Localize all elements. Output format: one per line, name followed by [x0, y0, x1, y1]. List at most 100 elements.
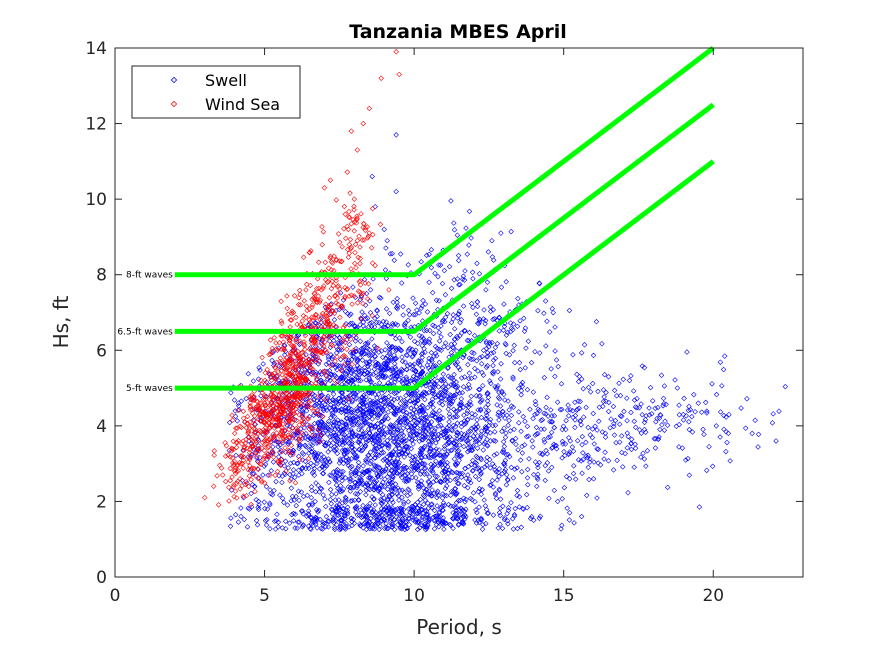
- swell-point: [445, 373, 452, 380]
- swell-point: [391, 360, 398, 367]
- y-tick-label: 2: [96, 492, 107, 512]
- wind-sea-point: [358, 294, 364, 301]
- swell-point: [448, 319, 455, 326]
- swell-point: [472, 462, 478, 469]
- swell-point: [420, 409, 427, 415]
- swell-point: [572, 417, 578, 423]
- swell-point: [473, 426, 479, 432]
- wind-sea-point: [289, 372, 295, 379]
- swell-point: [499, 388, 505, 394]
- swell-point: [519, 450, 526, 456]
- swell-point: [483, 287, 489, 293]
- swell-point: [382, 347, 388, 353]
- swell-point: [446, 423, 452, 429]
- swell-point: [376, 444, 383, 450]
- swell-point: [337, 517, 343, 524]
- swell-point: [551, 487, 558, 494]
- swell-point: [383, 362, 389, 368]
- swell-point: [373, 319, 380, 326]
- swell-point: [295, 332, 302, 339]
- swell-point: [535, 464, 541, 471]
- swell-point: [617, 421, 623, 427]
- swell-point: [782, 383, 789, 390]
- swell-point: [313, 334, 320, 340]
- swell-point: [349, 421, 355, 428]
- swell-point: [326, 367, 333, 374]
- swell-point: [394, 470, 400, 476]
- swell-point: [309, 500, 316, 507]
- swell-point: [505, 477, 511, 483]
- swell-point: [331, 433, 337, 439]
- swell-point: [257, 367, 263, 373]
- swell-point: [371, 437, 378, 443]
- wind-sea-point: [313, 315, 319, 321]
- swell-point: [479, 526, 486, 532]
- swell-point: [496, 396, 503, 402]
- swell-point: [528, 359, 535, 366]
- wind-sea-point: [240, 457, 247, 464]
- swell-point: [487, 304, 494, 310]
- swell-point: [436, 447, 442, 453]
- swell-point: [396, 449, 402, 455]
- swell-point: [309, 514, 315, 521]
- wind-sea-point: [235, 407, 241, 413]
- swell-point: [325, 393, 331, 399]
- swell-point: [596, 418, 602, 425]
- threshold-label-6-5-ft-waves: 6.5-ft waves: [117, 327, 173, 337]
- swell-point: [367, 486, 373, 493]
- swell-point: [363, 359, 370, 365]
- swell-point: [755, 431, 762, 438]
- swell-point: [498, 361, 504, 367]
- wind-sea-point: [351, 293, 357, 299]
- swell-point: [418, 259, 424, 265]
- swell-point: [453, 384, 460, 391]
- swell-point: [523, 434, 530, 440]
- swell-point: [502, 515, 508, 521]
- wind-sea-point: [357, 289, 363, 295]
- swell-point: [415, 486, 422, 492]
- swell-point: [599, 429, 606, 435]
- swell-point: [510, 526, 517, 532]
- wind-sea-point: [250, 443, 257, 449]
- wind-sea-point: [348, 266, 354, 272]
- wind-sea-point: [268, 408, 275, 414]
- swell-point: [519, 379, 526, 386]
- wind-sea-point: [265, 443, 272, 450]
- swell-point: [487, 416, 494, 423]
- wind-sea-point: [242, 481, 249, 488]
- swell-point: [290, 518, 297, 524]
- swell-point: [334, 503, 340, 509]
- swell-point: [363, 506, 370, 512]
- swell-point: [431, 461, 438, 468]
- swell-point: [660, 395, 667, 402]
- swell-point: [395, 522, 401, 528]
- swell-point: [391, 352, 397, 358]
- swell-point: [651, 435, 657, 442]
- swell-point: [354, 491, 361, 497]
- swell-point: [638, 454, 644, 460]
- swell-point: [467, 385, 473, 391]
- wind-sea-point: [283, 369, 289, 376]
- wind-sea-point: [275, 368, 281, 375]
- swell-point: [521, 442, 528, 448]
- swell-point: [622, 450, 628, 457]
- swell-point: [487, 482, 493, 489]
- swell-point: [362, 430, 369, 436]
- swell-point: [522, 365, 529, 371]
- swell-point: [366, 408, 373, 414]
- swell-point: [395, 461, 402, 467]
- wind-sea-point: [342, 354, 349, 360]
- wind-sea-point: [297, 321, 304, 328]
- swell-point: [371, 479, 377, 485]
- wind-sea-point: [322, 368, 328, 375]
- swell-point: [681, 395, 687, 402]
- swell-point: [518, 524, 525, 531]
- swell-point: [467, 435, 474, 442]
- swell-point: [312, 320, 318, 326]
- swell-point: [299, 524, 306, 530]
- wind-sea-point: [357, 260, 363, 267]
- swell-point: [312, 498, 318, 505]
- swell-point: [579, 433, 586, 440]
- swell-point: [442, 392, 448, 399]
- swell-point: [483, 409, 490, 416]
